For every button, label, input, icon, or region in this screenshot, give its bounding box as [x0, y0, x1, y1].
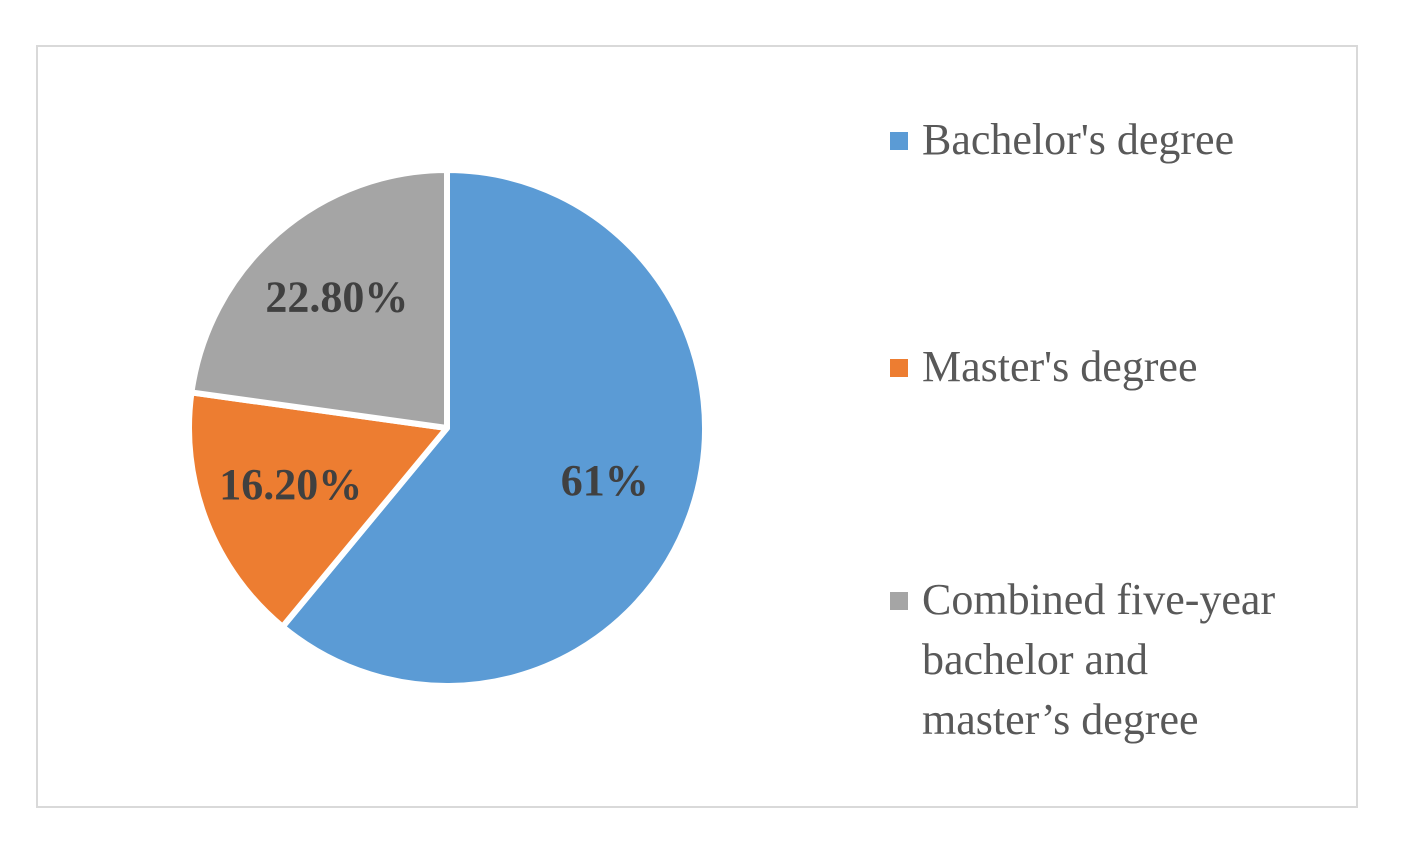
legend-entry: Bachelor's degree [890, 110, 1292, 170]
pie-slice [279, 167, 708, 689]
legend-swatch [890, 359, 908, 377]
pie-slice [188, 167, 450, 431]
pie-slice [186, 389, 450, 630]
data-label: 61% [561, 456, 649, 505]
data-label: 16.20% [219, 460, 362, 509]
legend-entry: Master's degree [890, 337, 1292, 397]
legend-label: Bachelor's degree [922, 115, 1235, 164]
legend-swatch [890, 132, 908, 150]
legend-label: Master's degree [922, 342, 1198, 391]
chart-frame [36, 45, 1358, 808]
legend-label: Combined five-year bachelor and master’s… [922, 575, 1276, 744]
legend-entry: Combined five-year bachelor and master’s… [890, 570, 1292, 750]
legend-swatch [890, 592, 908, 610]
data-label: 22.80% [265, 273, 408, 322]
